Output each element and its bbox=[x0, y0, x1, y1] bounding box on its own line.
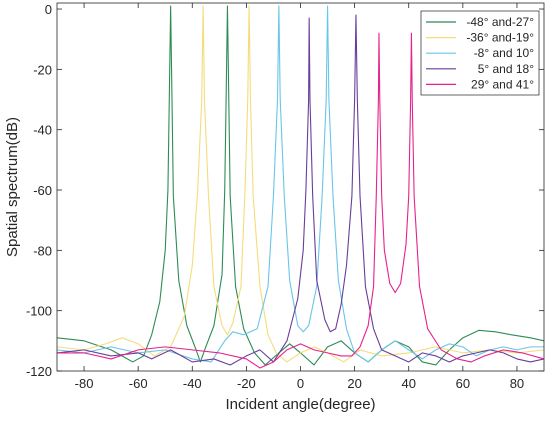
y-tick-label: -60 bbox=[33, 183, 52, 198]
x-tick-label: 0 bbox=[297, 376, 304, 391]
legend-label-2: -36° and-19° bbox=[466, 31, 534, 45]
y-tick-label: -40 bbox=[33, 123, 52, 138]
y-tick-label: -20 bbox=[33, 62, 52, 77]
y-tick-label: 0 bbox=[45, 2, 52, 17]
legend-label-4: 5° and 18° bbox=[478, 62, 535, 76]
series-line-1 bbox=[56, 5, 545, 366]
legend-label-5: 29° and 41° bbox=[471, 77, 534, 91]
x-tick-label: 40 bbox=[401, 376, 415, 391]
x-tick-label: -40 bbox=[183, 376, 202, 391]
x-tick-label: -80 bbox=[75, 376, 94, 391]
y-tick-label: -120 bbox=[26, 364, 52, 379]
x-tick-label: 60 bbox=[456, 376, 470, 391]
series-line-3 bbox=[56, 5, 544, 363]
series-line-5 bbox=[57, 32, 545, 369]
x-tick-label: -20 bbox=[237, 376, 256, 391]
legend-label-1: -48° and-27° bbox=[466, 15, 534, 29]
y-axis-label: Spatial spectrum(dB) bbox=[4, 117, 21, 257]
y-tick-label: -100 bbox=[26, 304, 52, 319]
x-tick-label: 80 bbox=[510, 376, 524, 391]
series-line-2 bbox=[56, 5, 545, 363]
series-line-4 bbox=[56, 14, 545, 366]
x-tick-label: -60 bbox=[129, 376, 148, 391]
x-axis-label: Incident angle(degree) bbox=[225, 396, 375, 413]
x-tick-label: 20 bbox=[347, 376, 361, 391]
legend-label-3: -8° and 10° bbox=[474, 46, 535, 60]
y-tick-label: -80 bbox=[33, 243, 52, 258]
